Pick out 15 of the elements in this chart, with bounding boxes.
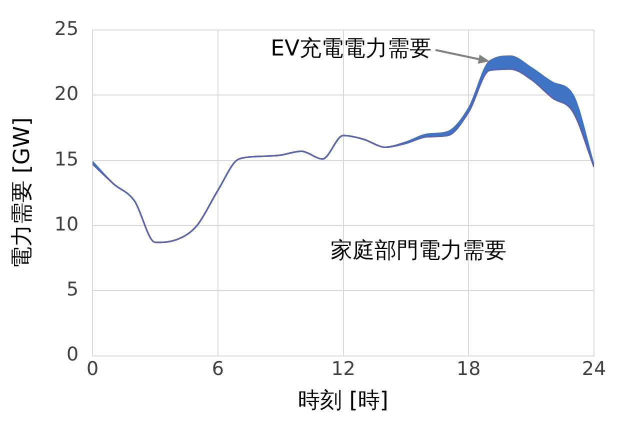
annotation: EV充電電力需要 xyxy=(270,36,432,62)
y-tick-label: 20 xyxy=(54,83,79,106)
x-tick-label: 24 xyxy=(582,358,606,380)
annotation: 家庭部門電力需要 xyxy=(330,238,506,264)
y-tick-label: 15 xyxy=(54,148,79,170)
x-tick-label: 6 xyxy=(212,358,224,380)
x-tick-label: 12 xyxy=(331,358,356,380)
y-tick-label: 0 xyxy=(66,344,79,366)
y-tick-label: 25 xyxy=(54,18,79,40)
y-axis-title: 電力需要 [GW] xyxy=(10,117,35,268)
y-tick-label: 5 xyxy=(66,278,79,301)
x-tick-label: 18 xyxy=(456,358,481,380)
y-tick-label: 10 xyxy=(54,213,79,236)
x-axis-title: 時刻 [時] xyxy=(298,388,388,414)
x-tick-label: 0 xyxy=(86,358,99,380)
